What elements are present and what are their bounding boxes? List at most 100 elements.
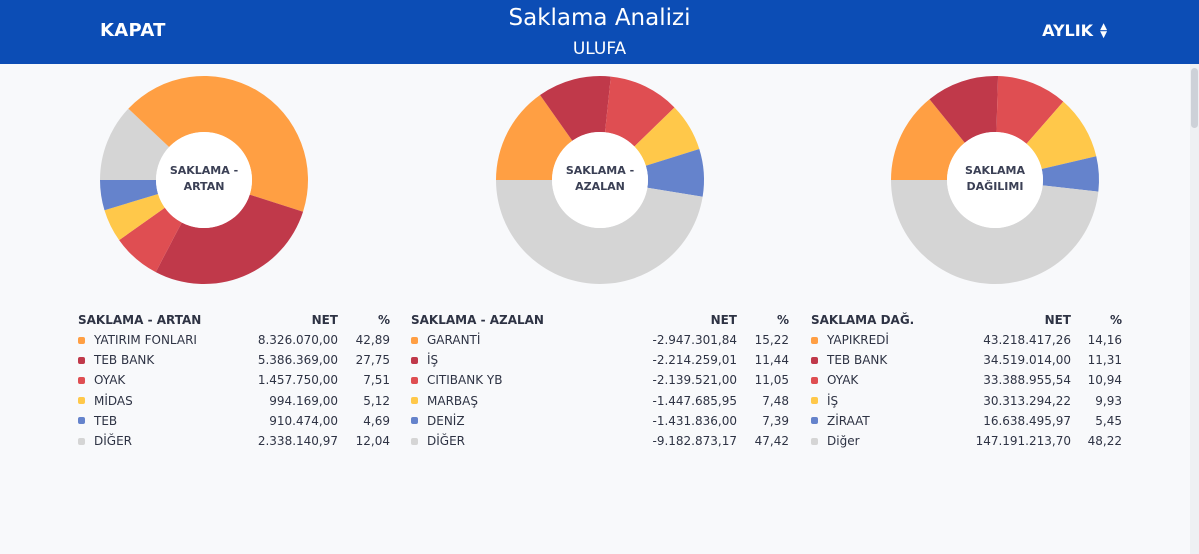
legend-row: İŞ 30.313.294,22 9,93 (811, 391, 1122, 411)
legend-net-value: 43.218.417,26 (983, 333, 1071, 348)
close-button[interactable]: KAPAT (100, 20, 166, 41)
legend-header-row: SAKLAMA DAĞ. NET% (811, 310, 1122, 330)
donut-slice[interactable] (100, 180, 159, 211)
legend-label: TEB (94, 413, 118, 428)
legend-swatch (411, 397, 418, 405)
legend-item: CITIBANK YB (411, 373, 611, 387)
scrollbar[interactable] (1190, 64, 1199, 554)
donut-slice[interactable] (604, 76, 675, 147)
legend-pct-value: 7,51 (363, 373, 390, 388)
donut-slice[interactable] (929, 76, 999, 143)
donut-slice[interactable] (1041, 156, 1099, 192)
legend-header-pct: % (776, 313, 789, 327)
legend-swatch (811, 376, 818, 384)
legend-pct-value: 11,05 (754, 373, 789, 388)
legend-net-value: 1.457.750,00 (257, 373, 338, 388)
legend-net-value: -1.431.836,00 (652, 413, 738, 428)
donut-slice[interactable] (496, 95, 573, 180)
legend-row: OYAK 1.457.750,00 7,51 (78, 370, 390, 390)
donut-center-label-azalan: SAKLAMA - AZALAN (550, 163, 650, 195)
legend-pct-value: 5,45 (1095, 413, 1122, 428)
legend-table-artan: SAKLAMA - ARTAN NET% YATIRIM FONLARI 8.326.… (78, 310, 390, 451)
legend-pct-value: 14,16 (1087, 333, 1122, 348)
legend-swatch (78, 336, 85, 344)
legend-table-azalan: SAKLAMA - AZALAN NET% GARANTİ -2.947.301,84… (411, 310, 789, 451)
legend-swatch (78, 397, 85, 405)
legend-row: YATIRIM FONLARI 8.326.070,00 42,89 (78, 330, 390, 350)
legend-row: TEB BANK 5.386.369,00 27,75 (78, 350, 390, 370)
legend-table-dagilim: SAKLAMA DAĞ. NET% YAPIKREDİ 43.218.417,26 14… (811, 310, 1122, 451)
period-select[interactable]: AYLIK ▲ ▼ (1042, 21, 1107, 40)
legend-item: Diğer (811, 434, 971, 448)
donut-center-label-dagilim: SAKLAMA DAĞILIMI (945, 163, 1045, 195)
legend-net-value: -2.139.521,00 (652, 373, 738, 388)
donut-center-label-line: DAĞILIMI (966, 180, 1024, 193)
legend-label: CITIBANK YB (427, 373, 503, 388)
legend-pct-value: 9,93 (1095, 393, 1122, 408)
legend-swatch (811, 397, 818, 405)
legend-item: TEB BANK (78, 353, 208, 367)
legend-row: DİĞER -9.182.873,17 47,42 (411, 431, 789, 451)
legend-pct-value: 27,75 (355, 353, 390, 368)
legend-swatch (411, 376, 418, 384)
legend-label: DİĞER (94, 434, 132, 449)
legend-net-value: 8.326.070,00 (257, 333, 338, 348)
donut-slice[interactable] (645, 149, 704, 197)
donut-slice[interactable] (100, 108, 170, 180)
legend-label: ZİRAAT (827, 413, 870, 428)
legend-item: GARANTİ (411, 333, 611, 347)
legend-pct-value: 12,04 (355, 434, 390, 449)
donut-chart-dagilim (891, 76, 1099, 285)
legend-item: TEB (78, 414, 208, 428)
legend-label: TEB BANK (94, 353, 155, 368)
legend-pct-value: 7,39 (762, 413, 789, 428)
donut-slice[interactable] (634, 107, 700, 166)
legend-row: Diğer 147.191.213,70 48,22 (811, 431, 1122, 451)
legend-net-value: 147.191.213,70 (975, 434, 1071, 449)
donut-slice[interactable] (996, 76, 1064, 144)
donut-center-label-line: ARTAN (183, 180, 225, 193)
donut-slice[interactable] (104, 193, 165, 241)
legend-row: MARBAŞ -1.447.685,95 7,48 (411, 391, 789, 411)
legend-row: ZİRAAT 16.638.495,97 5,45 (811, 411, 1122, 431)
legend-label: DENİZ (427, 413, 465, 428)
legend-item: YATIRIM FONLARI (78, 333, 208, 347)
legend-label: MİDAS (94, 393, 133, 408)
donut-slice[interactable] (155, 194, 304, 284)
legend-pct-value: 7,48 (762, 393, 789, 408)
donut-center-label-line: AZALAN (575, 180, 625, 193)
legend-label: İŞ (827, 393, 839, 408)
legend-net-value: 16.638.495,97 (983, 413, 1071, 428)
legend-swatch (811, 356, 818, 364)
legend-swatch (78, 437, 85, 445)
sort-arrows-icon: ▲ ▼ (1100, 21, 1107, 40)
legend-row: TEB 910.474,00 4,69 (78, 411, 390, 431)
legend-item: MİDAS (78, 394, 208, 408)
period-select-label: AYLIK (1042, 21, 1094, 40)
legend-item: DENİZ (411, 414, 611, 428)
legend-label: DİĞER (427, 434, 465, 449)
donut-slice[interactable] (540, 76, 611, 141)
legend-pct-value: 42,89 (355, 333, 390, 348)
legend-header-net: NET (1044, 313, 1071, 327)
donut-slice[interactable] (1026, 101, 1097, 170)
donut-slice[interactable] (891, 99, 965, 180)
legend-pct-value: 10,94 (1087, 373, 1122, 388)
legend-net-value: -9.182.873,17 (652, 434, 738, 449)
donut-slice[interactable] (496, 180, 703, 285)
donut-slice[interactable] (128, 76, 308, 212)
legend-item: İŞ (411, 353, 611, 367)
legend-label: İŞ (427, 353, 439, 368)
legend-row: YAPIKREDİ 43.218.417,26 14,16 (811, 330, 1122, 350)
legend-label: TEB BANK (827, 353, 888, 368)
legend-header-pct: % (377, 313, 390, 327)
legend-item: YAPIKREDİ (811, 333, 971, 347)
donut-slice[interactable] (891, 180, 1099, 285)
scrollbar-thumb[interactable] (1191, 68, 1198, 128)
legend-pct-value: 48,22 (1087, 434, 1122, 449)
legend-item: ZİRAAT (811, 414, 971, 428)
legend-swatch (411, 437, 418, 445)
legend-swatch (78, 376, 85, 384)
legend-row: İŞ -2.214.259,01 11,44 (411, 350, 789, 370)
donut-slice[interactable] (119, 207, 182, 273)
